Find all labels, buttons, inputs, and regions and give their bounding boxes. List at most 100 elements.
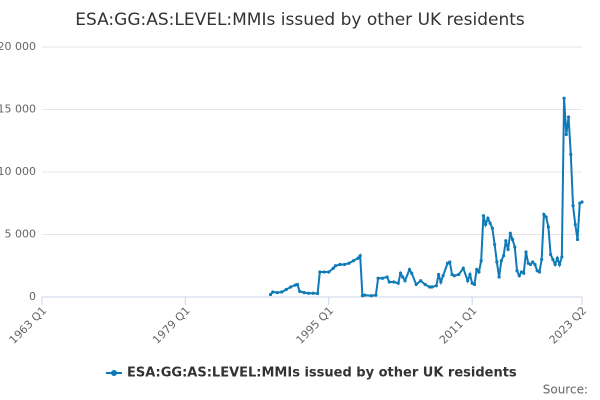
point xyxy=(517,274,521,278)
point xyxy=(555,256,559,260)
point xyxy=(484,222,488,227)
point xyxy=(557,262,562,267)
x-tick-label: 1995 Q1 xyxy=(294,304,337,347)
point xyxy=(333,264,338,268)
point xyxy=(472,282,477,287)
point xyxy=(544,215,548,219)
point xyxy=(338,262,342,267)
point xyxy=(493,242,497,247)
point xyxy=(457,272,461,277)
point xyxy=(342,262,347,267)
point xyxy=(571,204,575,208)
point xyxy=(307,291,311,295)
point xyxy=(537,270,542,274)
point xyxy=(580,200,584,204)
point xyxy=(466,279,470,283)
point xyxy=(280,290,284,294)
series-line xyxy=(269,98,583,298)
point xyxy=(298,289,302,293)
point xyxy=(542,212,546,217)
point xyxy=(271,290,275,294)
x-tick-label: 2011 Q1 xyxy=(437,304,480,347)
point xyxy=(508,231,512,235)
point xyxy=(387,280,391,284)
point xyxy=(380,276,385,280)
point xyxy=(302,291,306,295)
point xyxy=(358,254,362,258)
legend-label: ESA:GG:AS:LEVEL:MMIs issued by other UK … xyxy=(127,366,517,381)
chart-title: ESA:GG:AS:LEVEL:MMIs issued by other UK … xyxy=(75,10,525,30)
point xyxy=(311,291,315,295)
point xyxy=(486,216,490,220)
y-tick-label: 15 000 xyxy=(0,103,36,116)
point xyxy=(461,266,465,270)
point xyxy=(374,293,378,297)
point xyxy=(533,262,537,267)
point xyxy=(504,239,508,243)
x-tick-label: 2023 Q2 xyxy=(547,304,590,347)
point xyxy=(531,260,535,264)
point xyxy=(566,115,571,119)
point xyxy=(562,96,566,100)
point xyxy=(436,272,441,277)
point xyxy=(477,270,481,274)
point xyxy=(540,257,544,262)
point xyxy=(369,294,373,298)
point xyxy=(376,276,380,280)
point xyxy=(322,270,326,274)
point xyxy=(510,237,515,242)
x-tick-label: 1963 Q1 xyxy=(7,304,50,347)
point xyxy=(575,237,580,242)
point xyxy=(275,291,279,295)
point xyxy=(573,222,577,227)
y-tick-label: 20 000 xyxy=(0,40,36,53)
point xyxy=(564,132,568,137)
point xyxy=(414,282,418,287)
point xyxy=(327,270,331,274)
point xyxy=(385,275,389,279)
point xyxy=(423,282,427,287)
point xyxy=(284,287,288,292)
y-tick-label: 0 xyxy=(29,290,36,303)
point xyxy=(549,252,553,257)
point xyxy=(318,270,322,274)
y-tick-label: 10 000 xyxy=(0,165,36,178)
point xyxy=(546,225,550,229)
point xyxy=(316,291,320,296)
point xyxy=(497,275,501,279)
point xyxy=(398,271,403,275)
point xyxy=(392,280,396,284)
point xyxy=(506,247,510,252)
point xyxy=(441,274,445,278)
point xyxy=(407,267,412,272)
point xyxy=(419,279,423,283)
y-tick-label: 5 000 xyxy=(5,228,37,241)
point xyxy=(356,256,360,260)
point xyxy=(528,262,533,267)
point xyxy=(430,285,434,289)
point xyxy=(452,274,456,278)
point xyxy=(551,257,555,262)
point xyxy=(331,266,335,270)
point xyxy=(347,261,351,265)
point xyxy=(268,292,273,297)
point xyxy=(560,255,564,259)
legend-marker xyxy=(111,370,117,376)
point xyxy=(513,245,517,249)
point xyxy=(553,262,557,267)
point xyxy=(475,267,479,272)
point xyxy=(479,259,483,263)
point xyxy=(410,271,414,275)
point xyxy=(481,214,486,218)
point xyxy=(363,293,367,297)
point xyxy=(499,259,503,263)
point xyxy=(428,285,432,289)
point xyxy=(495,260,499,264)
point xyxy=(515,269,519,273)
source: Source: xyxy=(543,383,588,397)
point xyxy=(490,226,494,230)
point xyxy=(439,280,443,284)
point xyxy=(351,259,356,263)
point xyxy=(434,284,438,288)
